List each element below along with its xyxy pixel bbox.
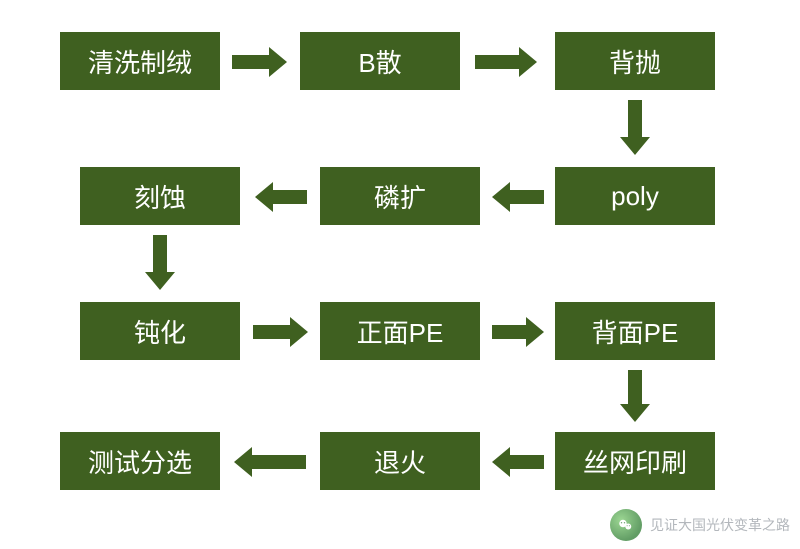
node-label: 钝化 bbox=[134, 313, 186, 350]
node-p-diffusion: 磷扩 bbox=[320, 167, 480, 225]
arrow-n7-n8 bbox=[253, 317, 308, 347]
arrow-n9-n10 bbox=[620, 370, 650, 422]
arrow-n2-n3 bbox=[475, 47, 537, 77]
node-label: 丝网印刷 bbox=[583, 443, 687, 480]
node-label: 刻蚀 bbox=[134, 178, 186, 215]
arrow-n3-n4 bbox=[620, 100, 650, 155]
node-label: 清洗制绒 bbox=[88, 43, 192, 80]
node-label: 磷扩 bbox=[374, 178, 426, 215]
node-label: 背面PE bbox=[592, 313, 679, 350]
node-label: 背抛 bbox=[609, 43, 661, 80]
node-etching: 刻蚀 bbox=[80, 167, 240, 225]
arrow-n6-n7 bbox=[145, 235, 175, 290]
node-back-pe: 背面PE bbox=[555, 302, 715, 360]
node-clean-texturing: 清洗制绒 bbox=[60, 32, 220, 90]
node-passivation: 钝化 bbox=[80, 302, 240, 360]
arrow-n10-n11 bbox=[492, 447, 544, 477]
flowchart-canvas: 清洗制绒 B散 背抛 poly 磷扩 刻蚀 钝化 正面PE 背面PE 丝网印刷 … bbox=[0, 0, 800, 549]
node-label: 测试分选 bbox=[88, 443, 192, 480]
node-front-pe: 正面PE bbox=[320, 302, 480, 360]
node-test-sort: 测试分选 bbox=[60, 432, 220, 490]
arrow-n11-n12 bbox=[234, 447, 306, 477]
arrow-n5-n6 bbox=[255, 182, 307, 212]
node-poly: poly bbox=[555, 167, 715, 225]
arrow-n4-n5 bbox=[492, 182, 544, 212]
node-anneal: 退火 bbox=[320, 432, 480, 490]
arrow-n1-n2 bbox=[232, 47, 287, 77]
node-label: B散 bbox=[358, 43, 401, 80]
wechat-icon bbox=[610, 509, 642, 541]
watermark-text: 见证大国光伏变革之路 bbox=[650, 515, 790, 535]
node-label: 正面PE bbox=[357, 313, 444, 350]
node-b-diffusion: B散 bbox=[300, 32, 460, 90]
node-label: 退火 bbox=[374, 443, 426, 480]
node-screen-print: 丝网印刷 bbox=[555, 432, 715, 490]
node-back-polish: 背抛 bbox=[555, 32, 715, 90]
watermark: 见证大国光伏变革之路 bbox=[610, 509, 790, 541]
arrow-n8-n9 bbox=[492, 317, 544, 347]
node-label: poly bbox=[611, 181, 659, 212]
